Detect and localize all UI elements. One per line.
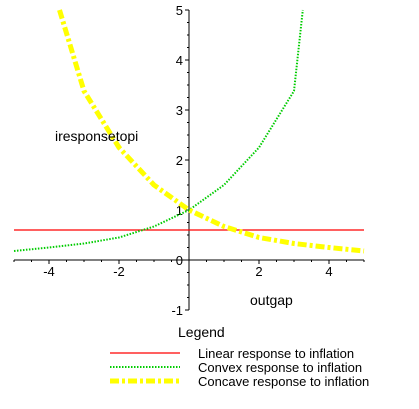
y-tick-label: 3	[176, 103, 183, 118]
y-tick-label: 0	[176, 253, 183, 268]
y-tick-label: -1	[171, 303, 183, 318]
axes: -4 -2 2 4 -1 0 1 2 3 4 5	[13, 3, 365, 318]
x-tick-label: -4	[43, 264, 55, 279]
legend-title: Legend	[178, 324, 225, 340]
y-axis-label: iresponsetopi	[55, 128, 138, 144]
y-tick-label: 4	[176, 53, 183, 68]
axis-labels: iresponsetopi outgap	[55, 128, 293, 308]
legend-item-label: Concave response to inflation	[198, 374, 369, 389]
x-tick-label: 4	[325, 264, 332, 279]
x-tick-label: -2	[113, 264, 125, 279]
x-tick-label: 2	[255, 264, 262, 279]
y-tick-label: 1	[176, 203, 183, 218]
y-tick-label: 5	[176, 3, 183, 18]
y-tick-label: 2	[176, 153, 183, 168]
series-line-3	[57, 9, 365, 254]
x-axis-label: outgap	[250, 292, 293, 308]
legend: Legend Linear response to inflationConve…	[110, 324, 369, 389]
series-layer	[13, 9, 365, 254]
legend-item-label: Convex response to inflation	[198, 360, 362, 375]
legend-item-label: Linear response to inflation	[198, 346, 354, 361]
